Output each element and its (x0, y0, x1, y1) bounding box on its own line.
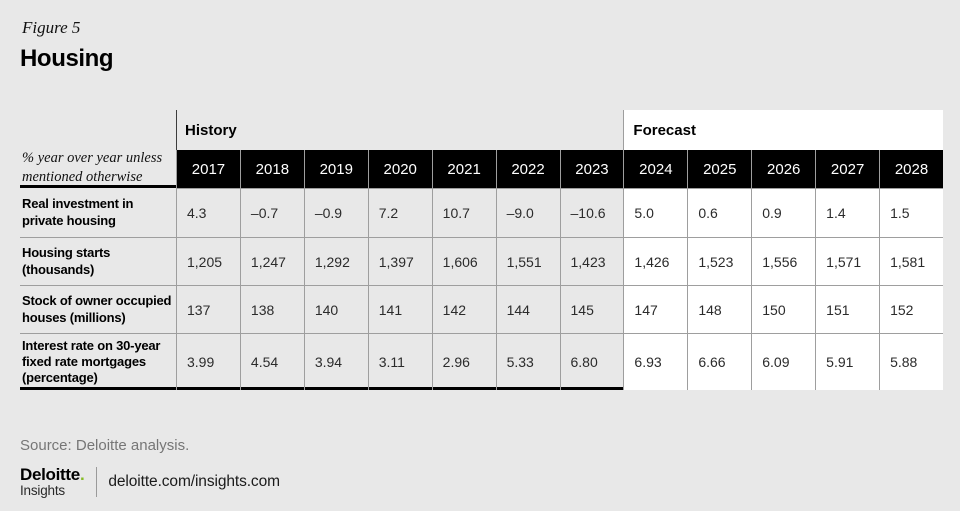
value-cell: 138 (239, 285, 304, 333)
figure-label: Figure 5 (22, 18, 81, 37)
year-header-2028: 2028 (879, 150, 943, 188)
value-cell: 1,426 (623, 237, 688, 285)
value-cell: 1,292 (303, 237, 368, 285)
value-cell: –10.6 (559, 188, 624, 237)
row-label: Housing starts (thousands) (20, 237, 176, 285)
value-cell: 1,571 (815, 237, 880, 285)
value-cell: 3.94 (303, 333, 368, 390)
year-header-2024: 2024 (623, 150, 688, 188)
value-cell: 3.99 (176, 333, 240, 390)
brand-green-dot: . (79, 465, 85, 484)
value-cell: 5.91 (815, 333, 880, 390)
column-group-forecast: Forecast (623, 110, 943, 150)
value-cell: 1,581 (879, 237, 943, 285)
value-cell: 4.54 (239, 333, 304, 390)
value-cell: 152 (879, 285, 943, 333)
value-cell: 151 (815, 285, 880, 333)
value-cell: 5.0 (623, 188, 688, 237)
year-header-2023: 2023 (559, 150, 624, 188)
value-cell: 1,423 (559, 237, 624, 285)
column-group-history: History (176, 110, 623, 150)
value-cell: –9.0 (495, 188, 560, 237)
year-header-2018: 2018 (239, 150, 304, 188)
value-cell: 1.5 (879, 188, 943, 237)
value-cell: 1,397 (367, 237, 432, 285)
value-cell: 1,556 (751, 237, 816, 285)
value-cell: 137 (176, 285, 240, 333)
value-cell: 1,205 (176, 237, 240, 285)
insights-link[interactable]: deloitte.com/insights.com (108, 472, 280, 490)
year-header-2020: 2020 (367, 150, 432, 188)
row-label: Real investment in private housing (22, 196, 134, 228)
value-cell: 5.88 (879, 333, 943, 390)
value-cell: –0.7 (239, 188, 304, 237)
row-label: Interest rate on 30-year fixed rate mort… (20, 333, 176, 390)
year-header-2021: 2021 (431, 150, 496, 188)
value-cell: 1.4 (815, 188, 880, 237)
year-header-2025: 2025 (687, 150, 752, 188)
value-cell: 141 (367, 285, 432, 333)
value-cell: 6.66 (687, 333, 752, 390)
value-cell: 150 (751, 285, 816, 333)
year-header-2022: 2022 (495, 150, 560, 188)
value-cell: 3.11 (367, 333, 432, 390)
footer-divider (96, 466, 98, 497)
value-cell: 0.6 (687, 188, 752, 237)
year-header-2017: 2017 (176, 150, 240, 188)
value-cell: 7.2 (367, 188, 432, 237)
value-cell: 0.9 (751, 188, 816, 237)
year-header-2027: 2027 (815, 150, 880, 188)
brand-subtitle: Insights (20, 483, 65, 498)
value-cell: 148 (687, 285, 752, 333)
page-title: Housing (20, 45, 114, 72)
value-cell: 6.93 (623, 333, 688, 390)
row-label: Stock of owner occupied houses (millions… (20, 285, 176, 333)
value-cell: 147 (623, 285, 688, 333)
value-cell: 6.09 (751, 333, 816, 390)
brand-name: Deloitte (20, 465, 80, 484)
deloitte-insights-logo: Deloitte. Insights (20, 465, 85, 498)
value-cell: 140 (303, 285, 368, 333)
source-note: Source: Deloitte analysis. (20, 437, 190, 454)
value-cell: 145 (559, 285, 624, 333)
value-cell: 1,551 (495, 237, 560, 285)
value-cell: 1,247 (239, 237, 304, 285)
value-cell: –0.9 (303, 188, 368, 237)
value-cell: 2.96 (431, 333, 496, 390)
value-cell: 4.3 (176, 188, 240, 237)
value-cell: 6.80 (559, 333, 624, 390)
value-cell: 10.7 (431, 188, 496, 237)
year-header-2019: 2019 (303, 150, 368, 188)
year-header-2026: 2026 (751, 150, 816, 188)
value-cell: 1,606 (431, 237, 496, 285)
value-cell: 1,523 (687, 237, 752, 285)
value-cell: 144 (495, 285, 560, 333)
footer-brand-bar: Deloitte. Insights deloitte.com/insights… (20, 466, 280, 498)
value-cell: 5.33 (495, 333, 560, 390)
housing-data-table: History Forecast % year over year unless m… (20, 110, 943, 390)
unit-note: % year over year unless mentioned otherw… (20, 150, 176, 188)
deloitte-wordmark: Deloitte. (20, 465, 85, 484)
value-cell: 142 (431, 285, 496, 333)
table-corner-spacer (20, 110, 176, 150)
